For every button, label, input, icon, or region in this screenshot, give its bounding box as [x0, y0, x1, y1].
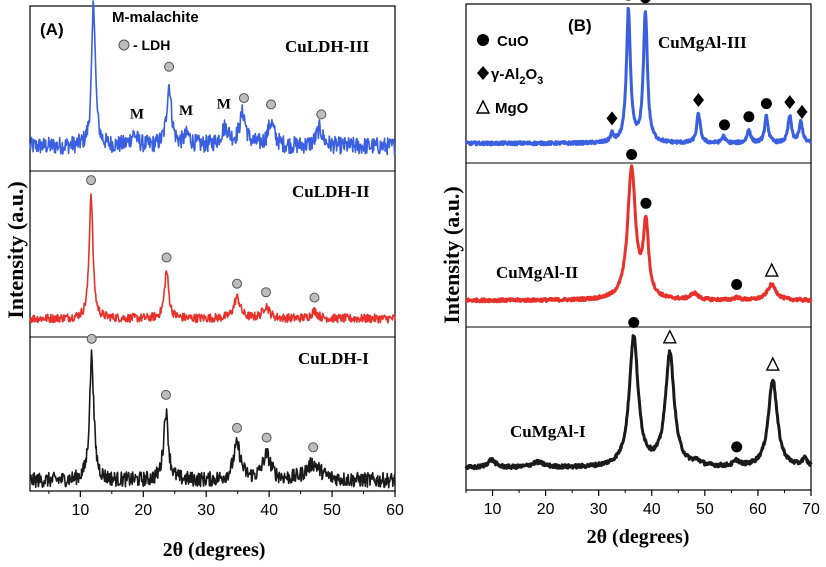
panel-a-legend: M-malachite - LDH — [112, 9, 199, 53]
cuo-marker-cumgal-ii-0 — [626, 148, 638, 160]
ldh-marker-culdh-i-4 — [308, 442, 319, 453]
cuo-marker-cumgal-iii-4 — [760, 98, 772, 110]
legend-cuo-marker — [477, 34, 489, 46]
ldh-marker-culdh-i-3 — [261, 432, 272, 443]
series-line-cumgal-iii — [464, 6, 812, 147]
panel-b-label: (B) — [568, 16, 592, 35]
panel-a-frame — [29, 5, 396, 492]
series-label-culdh-iii: CuLDH-III — [285, 37, 369, 56]
x-tick-label-30: 30 — [197, 502, 215, 519]
panel-a-x-label: 2θ (degrees) — [163, 539, 266, 561]
cuo-marker-cumgal-iii-1 — [640, 0, 651, 4]
al2o3-marker-cumgal-iii-1 — [692, 93, 704, 108]
series-line-culdh-i — [29, 349, 396, 489]
legend-mgo-marker — [475, 99, 491, 114]
ldh-marker-culdh-i-2 — [232, 422, 243, 433]
series-line-cumgal-i — [464, 334, 813, 471]
x-tick-label-70: 70 — [802, 501, 820, 518]
malachite-label-1: M — [179, 103, 193, 119]
x-tick-label-10: 10 — [71, 502, 89, 519]
malachite-label-0: M — [130, 107, 144, 123]
panel-a-y-label: Intensity (a.u.) — [3, 181, 28, 319]
series-line-culdh-ii — [29, 193, 396, 324]
cuo-marker-cumgal-iii-0 — [625, 0, 631, 1]
ldh-marker-culdh-iii-1 — [164, 61, 175, 72]
ldh-marker-culdh-ii-2 — [232, 278, 243, 289]
ldh-marker-culdh-ii-0 — [86, 175, 97, 186]
al2o3-marker-cumgal-iii-3 — [796, 104, 808, 119]
x-tick-label-60: 60 — [386, 502, 404, 519]
series-line-culdh-iii — [29, 0, 396, 156]
legend-al2o3-label: γ-Al2O3 — [491, 66, 543, 87]
series-label-culdh-i: CuLDH-I — [298, 349, 369, 368]
panel-a-x-axis: 10 20 30 40 50 60 — [48, 491, 404, 519]
series-label-culdh-ii: CuLDH-II — [292, 182, 370, 201]
series-line-cumgal-ii — [464, 164, 813, 304]
mgo-marker-cumgal-i-1 — [765, 356, 780, 371]
legend-malachite-label: M-malachite — [112, 9, 199, 26]
panel-b-y-label: Intensity (a.u.) — [439, 186, 464, 324]
x-tick-label-30: 30 — [590, 501, 608, 518]
x-tick-label-50: 50 — [323, 502, 341, 519]
ldh-marker-culdh-i-0 — [86, 333, 97, 344]
cuo-marker-cumgal-i-1 — [731, 441, 743, 453]
ldh-marker-culdh-ii-4 — [309, 292, 320, 303]
ldh-marker-culdh-iii-2 — [238, 93, 249, 104]
x-tick-label-50: 50 — [696, 501, 714, 518]
x-tick-label-40: 40 — [260, 502, 278, 519]
panel-b-plot — [464, 0, 813, 471]
panel-b-x-label: 2θ (degrees) — [587, 526, 690, 548]
x-tick-label-10: 10 — [484, 501, 502, 518]
series-label-cumgal-iii: CuMgAl-III — [658, 33, 747, 52]
legend-cuo-label: CuO — [497, 33, 529, 50]
cuo-marker-cumgal-i-0 — [628, 317, 640, 329]
al2o3-marker-cumgal-iii-0 — [606, 111, 618, 126]
cuo-marker-cumgal-ii-2 — [731, 279, 743, 291]
panel-b: 10 20 30 40 50 60 70 (B) CuO γ-Al2O3 MgO CuMgA… — [439, 0, 820, 548]
panel-b-frame — [465, 3, 812, 491]
panel-a-label: (A) — [40, 20, 64, 39]
legend-ldh-label: - LDH — [133, 37, 170, 53]
legend-ldh-marker — [118, 39, 130, 51]
x-tick-label-60: 60 — [749, 501, 767, 518]
mgo-marker-cumgal-ii-0 — [764, 262, 779, 277]
series-label-cumgal-ii: CuMgAl-II — [496, 263, 579, 282]
series-label-cumgal-i: CuMgAl-I — [510, 422, 586, 441]
panel-b-x-axis: 10 20 30 40 50 60 70 — [465, 490, 820, 518]
ldh-marker-culdh-ii-1 — [161, 252, 172, 263]
cuo-marker-cumgal-iii-2 — [718, 119, 730, 131]
legend-al2o3-marker — [477, 66, 489, 80]
al2o3-marker-cumgal-iii-2 — [784, 95, 796, 110]
ldh-marker-culdh-iii-3 — [266, 99, 277, 110]
ldh-marker-culdh-iii-4 — [316, 109, 327, 120]
x-tick-label-20: 20 — [134, 502, 152, 519]
panel-b-legend: CuO γ-Al2O3 MgO — [475, 33, 543, 117]
panel-a: M M M 10 20 30 40 50 60 (A) M-malachite - LDH C… — [3, 0, 404, 561]
x-tick-label-40: 40 — [643, 501, 661, 518]
ldh-marker-culdh-ii-3 — [260, 287, 271, 298]
cuo-marker-cumgal-iii-3 — [743, 111, 755, 123]
malachite-label-2: M — [217, 96, 231, 112]
cuo-marker-cumgal-ii-1 — [640, 197, 652, 209]
x-tick-label-20: 20 — [537, 501, 555, 518]
ldh-marker-culdh-i-1 — [160, 389, 171, 400]
mgo-marker-cumgal-i-0 — [662, 329, 677, 344]
legend-mgo-label: MgO — [495, 100, 529, 117]
